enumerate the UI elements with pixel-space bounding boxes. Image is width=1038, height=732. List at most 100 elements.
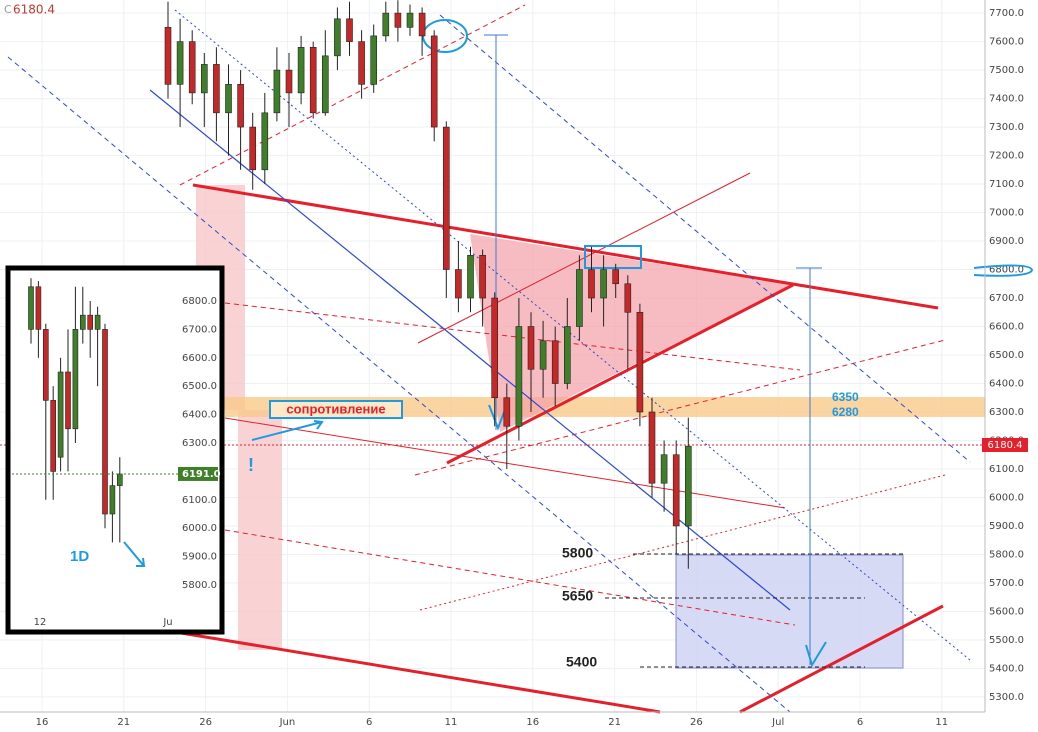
candle-body [65, 371, 71, 430]
candle-body [612, 269, 620, 285]
candle-body [479, 254, 486, 299]
candle-body [600, 269, 607, 299]
candle-body [87, 314, 93, 330]
x-tick-label: 6 [857, 717, 863, 728]
annotation: сопротивление [286, 401, 385, 416]
y-tick-label: 5500.0 [989, 635, 1024, 646]
x-tick-label: 6 [366, 717, 372, 728]
candle-body [50, 400, 57, 472]
annotation: 1D [70, 548, 89, 565]
candle-body [57, 371, 64, 458]
y-tick-label: 6500.0 [989, 350, 1024, 361]
y-tick-label: 5800.0 [989, 549, 1024, 560]
candle-body [237, 84, 244, 128]
y-tick-label: 5700.0 [989, 578, 1024, 589]
y-tick-label: 7200.0 [989, 151, 1024, 162]
x-tick-label: Jun [279, 717, 296, 728]
x-tick-label: 11 [935, 717, 948, 728]
y-tick-label: 6700.0 [989, 293, 1024, 304]
y-tick-label: 5400.0 [989, 663, 1024, 674]
candle-body [503, 397, 511, 427]
candle-body [102, 329, 108, 515]
candle-body [418, 12, 426, 37]
candle-body [467, 254, 474, 299]
candle-body [321, 55, 329, 114]
candle-body [35, 286, 42, 330]
candle-body [164, 27, 172, 85]
y-tick-label: 6300.0 [989, 407, 1024, 418]
legend-prefix: C [4, 3, 12, 16]
candle-body [394, 12, 402, 28]
candle-body [515, 326, 523, 427]
candle-body [249, 126, 256, 171]
candle-body [648, 411, 656, 484]
x-tick-label: Ju [162, 617, 172, 628]
x-tick-label: 21 [117, 717, 130, 728]
candle-body [72, 329, 79, 430]
x-tick-label: 26 [690, 717, 703, 728]
annotation: 5800 [562, 545, 593, 561]
candle-body [455, 269, 462, 299]
candle-body [406, 12, 414, 28]
y-tick-label: 6300.0 [182, 438, 217, 449]
candle-body [576, 269, 583, 327]
candle-body [80, 314, 86, 330]
y-tick-label: 6800.0 [182, 296, 217, 307]
candle-body [624, 283, 632, 313]
y-tick-label: 7100.0 [989, 179, 1024, 190]
x-tick-label: 16 [36, 717, 49, 728]
y-tick-label: 5900.0 [989, 521, 1024, 532]
y-tick-label: 6400.0 [182, 410, 217, 421]
candle-body [285, 69, 293, 94]
y-tick-label: 6500.0 [182, 381, 217, 392]
candle-body [442, 126, 450, 270]
x-tick-label: 26 [199, 717, 212, 728]
candle-body [188, 41, 196, 94]
annotation: 6280 [832, 405, 859, 419]
candle-body [551, 340, 559, 384]
x-tick-label: 16 [526, 717, 539, 728]
drawings [0, 4, 1034, 714]
y-tick-label: 6000.0 [989, 492, 1024, 503]
candle-body [109, 485, 116, 515]
last-price-box [178, 466, 218, 481]
candle-body [382, 12, 390, 37]
last-price-label: 6191.0 [182, 469, 221, 480]
candle-body [225, 84, 232, 114]
y-tick-label: 7600.0 [989, 37, 1024, 48]
x-tick-label: 21 [608, 717, 621, 728]
candle-body [563, 326, 571, 384]
y-tick-label: 7300.0 [989, 122, 1024, 133]
y-tick-label: 7700.0 [989, 8, 1024, 19]
candle-body [370, 35, 378, 85]
y-tick-label: 7500.0 [989, 65, 1024, 76]
y-tick-label: 5300.0 [989, 692, 1024, 703]
candle-body [94, 314, 101, 330]
y-tick-label: 6900.0 [989, 236, 1024, 247]
y-tick-label: 6600.0 [989, 322, 1024, 333]
y-tick-label: 6800.0 [989, 265, 1024, 276]
candle-body [684, 445, 692, 527]
x-tick-label: 11 [445, 717, 458, 728]
y-tick-label: 6000.0 [182, 523, 217, 534]
candle-body [527, 326, 535, 370]
y-tick-label: 6100.0 [182, 495, 217, 506]
y-tick-label: 5600.0 [989, 606, 1024, 617]
y-tick-label: 5900.0 [182, 552, 217, 563]
candle-body [539, 340, 547, 370]
candle-body [660, 454, 668, 484]
candle-body [42, 329, 49, 401]
candle-body [636, 311, 644, 413]
candle-body [309, 46, 317, 114]
candle-body [672, 454, 680, 527]
candle-body [491, 297, 499, 399]
annotation: ! [248, 455, 254, 475]
candle-body [334, 18, 341, 57]
y-tick-label: 7000.0 [989, 208, 1024, 219]
candle-body [28, 286, 34, 330]
x-tick-label: Jul [771, 717, 784, 728]
y-tick-label: 6700.0 [182, 324, 217, 335]
candle-body [346, 18, 353, 42]
legend-close: 6180.4 [13, 3, 55, 17]
